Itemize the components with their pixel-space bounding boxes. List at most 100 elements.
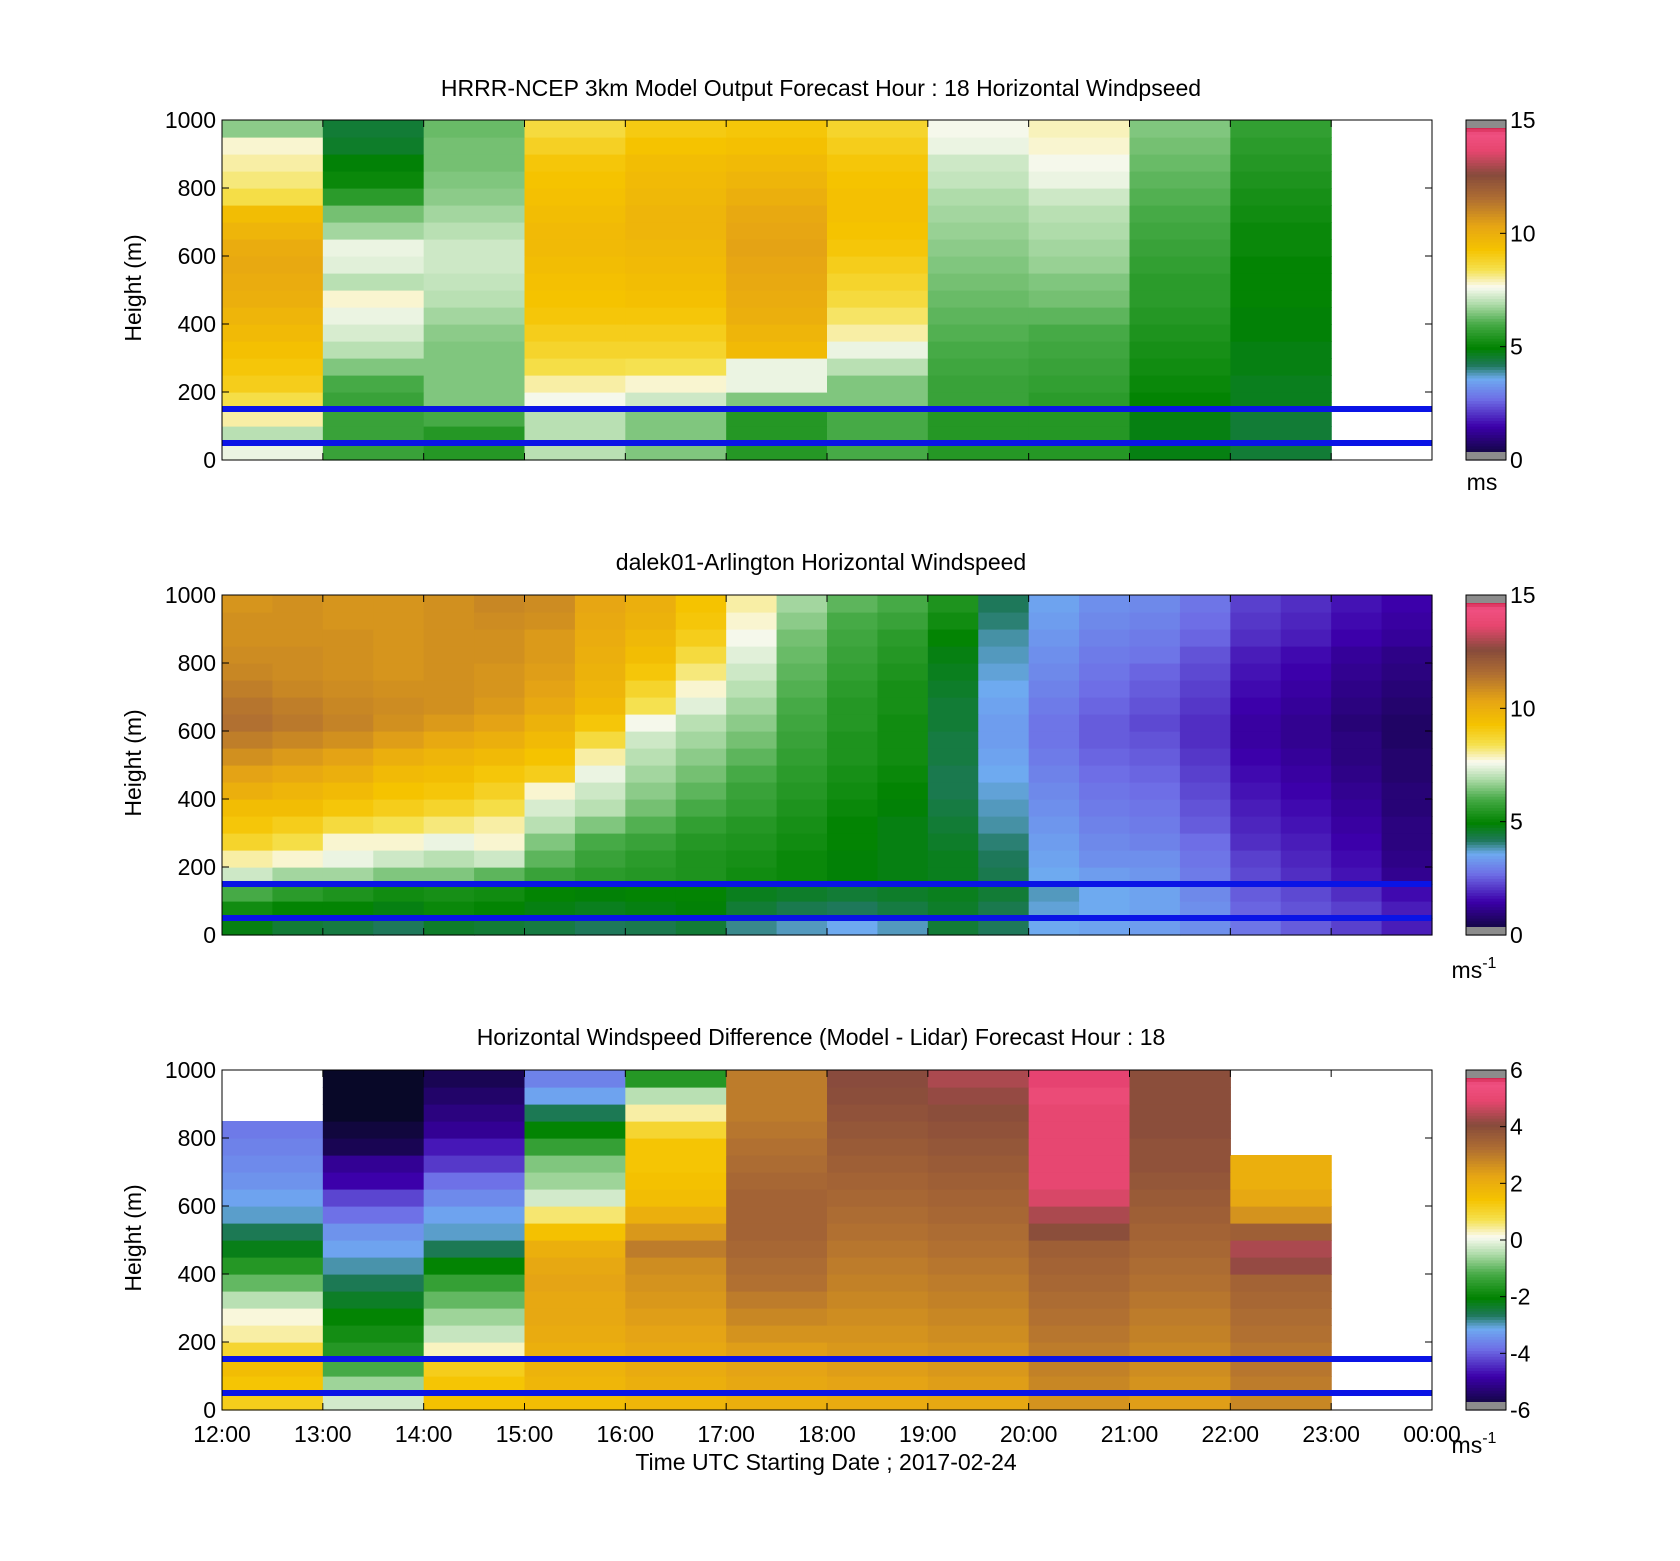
panel-lidar-cell <box>1230 782 1282 800</box>
panel-difference-colorbar-segment <box>1466 1339 1506 1343</box>
panel-difference-cell <box>1028 1206 1131 1224</box>
panel-model-cell <box>524 290 626 308</box>
panel-model-cell <box>423 358 526 376</box>
panel-model-cell <box>827 307 929 325</box>
panel-difference-cell <box>726 1138 828 1156</box>
panel-lidar-colorbar-segment <box>1466 906 1506 911</box>
panel-difference-cell <box>827 1070 929 1088</box>
panel-lidar-cell <box>1280 799 1332 817</box>
panel-lidar-colorbar-segment <box>1466 682 1506 687</box>
panel-model-cell <box>726 120 828 138</box>
panel-difference-cell <box>524 1087 626 1105</box>
panel-lidar-cell <box>776 799 828 817</box>
panel-lidar-cell <box>1028 799 1080 817</box>
panel-lidar-colorbar-segment <box>1466 733 1506 738</box>
panel-difference-cell <box>625 1070 727 1088</box>
panel-difference-cell <box>1028 1274 1131 1292</box>
panel-model-colorbar-segment <box>1466 400 1506 404</box>
panel-model-cell <box>222 392 324 410</box>
panel-lidar-cell <box>1129 833 1181 851</box>
panel-model-colorbar-segment <box>1466 301 1506 305</box>
panel-model-cell <box>1028 358 1131 376</box>
panel-lidar-colorbar-segment <box>1466 739 1506 743</box>
x-tick-label: 22:00 <box>1202 1421 1260 1447</box>
panel-model-cell <box>625 137 727 155</box>
panel-lidar-colorbar-segment <box>1466 753 1506 758</box>
panel-difference-colorbar-segment <box>1466 1132 1506 1136</box>
panel-lidar-cell <box>1381 595 1433 613</box>
panel-lidar-cell <box>272 765 324 783</box>
panel-lidar-cell <box>625 901 677 919</box>
panel-lidar-colorbar-segment <box>1466 699 1506 704</box>
panel-lidar-cell <box>726 595 778 613</box>
panel-difference-cell <box>222 1308 324 1326</box>
panel-lidar-heatmap <box>222 595 1433 936</box>
panel-model-cell <box>927 171 1030 189</box>
panel-model-colorbar-segment <box>1466 222 1506 226</box>
panel-lidar-cell <box>524 663 576 681</box>
panel-lidar-cell <box>877 799 929 817</box>
panel-lidar-ylabel: Height (m) <box>120 709 146 816</box>
panel-lidar-cell <box>726 680 778 698</box>
panel-lidar-cell <box>877 595 929 613</box>
panel-lidar-cell <box>1381 850 1433 868</box>
panel-lidar-cell <box>1280 748 1332 766</box>
panel-difference-cell <box>927 1189 1030 1207</box>
panel-lidar-colorbar-segment <box>1466 898 1506 902</box>
panel-model-cell <box>1028 392 1131 410</box>
panel-lidar-cell <box>373 833 425 851</box>
panel-model-colorbar-segment <box>1466 414 1506 419</box>
panel-difference-cell <box>927 1342 1030 1360</box>
panel-lidar-colorbar-segment <box>1466 680 1506 684</box>
panel-difference-colorbar-segment <box>1466 1384 1506 1388</box>
panel-lidar-cell <box>1129 901 1181 919</box>
panel-model-cell <box>222 409 324 427</box>
panel-lidar-cell <box>1230 646 1282 664</box>
panel-model-cell <box>322 375 425 393</box>
panel-lidar-cell <box>927 714 979 732</box>
x-tick-label: 20:00 <box>1000 1421 1058 1447</box>
panel-lidar-cell <box>927 884 979 902</box>
panel-lidar-colorbar-segment <box>1466 643 1506 647</box>
panel-difference-cell <box>927 1359 1030 1377</box>
panel-lidar-cell <box>1280 765 1332 783</box>
panel-lidar-cell <box>1280 867 1332 885</box>
panel-lidar-cell <box>423 629 475 647</box>
panel-model-colorbar-segment <box>1466 312 1506 317</box>
panel-model-colorbar-segment <box>1466 207 1506 212</box>
panel-lidar-cell <box>1230 765 1282 783</box>
panel-difference-colorbar-segment <box>1466 1237 1506 1241</box>
panel-model-cell <box>1230 443 1332 461</box>
panel-model-y-tick-label: 800 <box>178 175 216 201</box>
panel-lidar-cell <box>423 816 475 834</box>
panel-lidar-cell <box>524 765 576 783</box>
panel-lidar-colorbar-segment <box>1466 711 1506 715</box>
panel-model-cell <box>1230 392 1332 410</box>
panel-lidar-cell <box>423 901 475 919</box>
panel-model-cell <box>827 409 929 427</box>
panel-lidar-cell <box>978 867 1030 885</box>
panel-lidar-cell <box>1230 663 1282 681</box>
panel-lidar-cell <box>877 697 929 715</box>
panel-model-cell <box>524 222 626 240</box>
panel-lidar-colorbar-segment <box>1466 841 1506 845</box>
panel-model-colorbar-segment <box>1466 151 1506 155</box>
panel-model-cell <box>827 239 929 257</box>
panel-lidar-cell <box>423 646 475 664</box>
panel-lidar-cell <box>423 595 475 613</box>
panel-model-colorbar-segment <box>1466 428 1506 433</box>
panel-difference-cell <box>524 1359 626 1377</box>
panel-difference-colorbar-segment <box>1466 1180 1506 1184</box>
panel-model-cell <box>1230 375 1332 393</box>
panel-difference-colorbar-segment <box>1466 1262 1506 1267</box>
panel-difference-cell <box>423 1393 526 1411</box>
panel-model-colorbar-segment <box>1466 202 1506 206</box>
panel-difference-colorbar-segment <box>1466 1098 1506 1102</box>
panel-lidar-cell <box>877 748 929 766</box>
panel-difference-colorbar-segment <box>1466 1197 1506 1201</box>
panel-lidar-colorbar-segment <box>1466 773 1506 777</box>
panel-lidar-y-tick-label: 600 <box>178 718 216 744</box>
panel-difference-colorbar-segment <box>1466 1109 1506 1114</box>
panel-lidar-cell <box>1381 697 1433 715</box>
panel-difference-cell <box>726 1172 828 1190</box>
